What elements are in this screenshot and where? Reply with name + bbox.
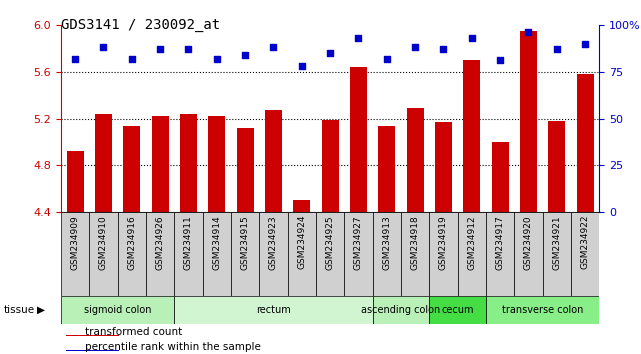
- Bar: [174, 296, 372, 324]
- Text: percentile rank within the sample: percentile rank within the sample: [85, 342, 261, 352]
- Bar: [316, 212, 344, 296]
- Bar: [543, 212, 571, 296]
- Point: [297, 63, 307, 69]
- Text: GSM234916: GSM234916: [128, 215, 137, 270]
- Bar: [66, 350, 119, 351]
- Bar: [180, 114, 197, 212]
- Text: ▶: ▶: [37, 305, 45, 315]
- Text: rectum: rectum: [256, 305, 291, 315]
- Bar: [265, 110, 282, 212]
- Bar: [458, 212, 486, 296]
- Bar: [89, 212, 117, 296]
- Bar: [571, 212, 599, 296]
- Bar: [146, 212, 174, 296]
- Bar: [463, 60, 480, 212]
- Bar: [288, 212, 316, 296]
- Text: GSM234909: GSM234909: [71, 215, 79, 270]
- Bar: [208, 116, 225, 212]
- Bar: [95, 114, 112, 212]
- Bar: [259, 212, 288, 296]
- Text: GSM234920: GSM234920: [524, 215, 533, 269]
- Point: [552, 46, 562, 52]
- Bar: [401, 212, 429, 296]
- Text: GSM234925: GSM234925: [326, 215, 335, 269]
- Text: sigmoid colon: sigmoid colon: [84, 305, 151, 315]
- Bar: [372, 296, 429, 324]
- Point: [381, 56, 392, 61]
- Text: GSM234919: GSM234919: [439, 215, 448, 270]
- Text: GSM234923: GSM234923: [269, 215, 278, 269]
- Point: [212, 56, 222, 61]
- Point: [438, 46, 449, 52]
- Bar: [492, 142, 509, 212]
- Bar: [514, 212, 543, 296]
- Point: [127, 56, 137, 61]
- Bar: [61, 296, 174, 324]
- Bar: [294, 200, 310, 212]
- Bar: [548, 121, 565, 212]
- Bar: [429, 212, 458, 296]
- Point: [523, 29, 533, 35]
- Text: GSM234924: GSM234924: [297, 215, 306, 269]
- Text: GSM234926: GSM234926: [156, 215, 165, 269]
- Text: cecum: cecum: [442, 305, 474, 315]
- Bar: [372, 212, 401, 296]
- Point: [155, 46, 165, 52]
- Point: [183, 46, 194, 52]
- Bar: [344, 212, 372, 296]
- Text: GSM234912: GSM234912: [467, 215, 476, 269]
- Bar: [350, 67, 367, 212]
- Bar: [61, 212, 89, 296]
- Point: [495, 58, 505, 63]
- Bar: [203, 212, 231, 296]
- Point: [240, 52, 250, 58]
- Point: [98, 45, 108, 50]
- Point: [410, 45, 420, 50]
- Bar: [67, 152, 83, 212]
- Point: [467, 35, 477, 41]
- Text: GSM234922: GSM234922: [581, 215, 590, 269]
- Bar: [429, 296, 486, 324]
- Bar: [174, 212, 203, 296]
- Text: GSM234918: GSM234918: [411, 215, 420, 270]
- Bar: [378, 126, 395, 212]
- Text: GSM234914: GSM234914: [212, 215, 221, 269]
- Bar: [435, 122, 452, 212]
- Point: [70, 56, 80, 61]
- Bar: [66, 335, 119, 336]
- Bar: [151, 116, 169, 212]
- Text: GSM234921: GSM234921: [553, 215, 562, 269]
- Bar: [231, 212, 259, 296]
- Text: GSM234911: GSM234911: [184, 215, 193, 270]
- Bar: [577, 74, 594, 212]
- Text: GDS3141 / 230092_at: GDS3141 / 230092_at: [61, 18, 220, 32]
- Text: ascending colon: ascending colon: [362, 305, 440, 315]
- Bar: [322, 120, 338, 212]
- Bar: [406, 108, 424, 212]
- Text: GSM234917: GSM234917: [495, 215, 504, 270]
- Text: GSM234927: GSM234927: [354, 215, 363, 269]
- Point: [353, 35, 363, 41]
- Bar: [486, 296, 599, 324]
- Point: [269, 45, 279, 50]
- Text: GSM234910: GSM234910: [99, 215, 108, 270]
- Text: transverse colon: transverse colon: [502, 305, 583, 315]
- Bar: [117, 212, 146, 296]
- Text: transformed count: transformed count: [85, 327, 183, 337]
- Bar: [123, 126, 140, 212]
- Bar: [486, 212, 514, 296]
- Bar: [237, 128, 254, 212]
- Text: tissue: tissue: [3, 305, 35, 315]
- Point: [580, 41, 590, 46]
- Bar: [520, 31, 537, 212]
- Text: GSM234915: GSM234915: [240, 215, 249, 270]
- Point: [325, 50, 335, 56]
- Text: GSM234913: GSM234913: [382, 215, 391, 270]
